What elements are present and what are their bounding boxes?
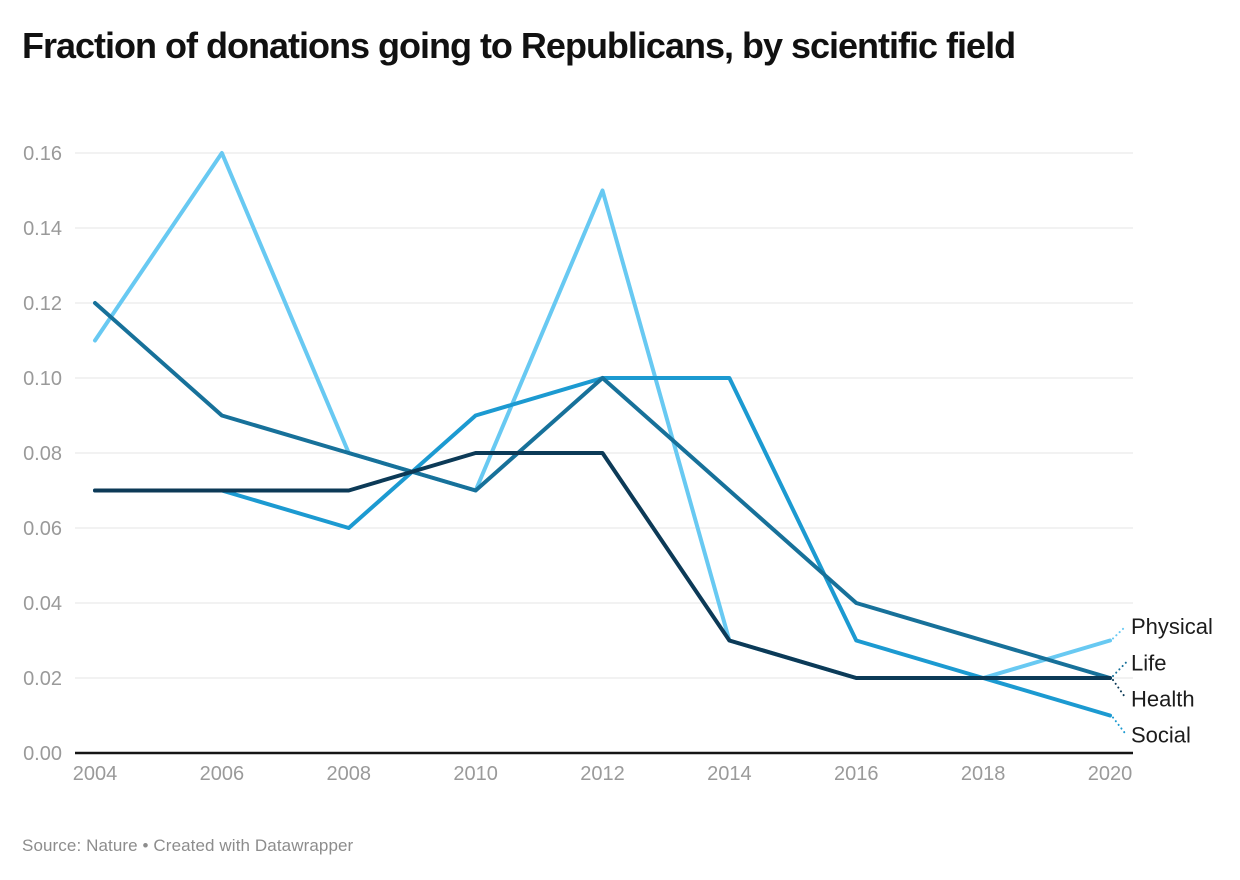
label-connector-physical <box>1112 625 1127 640</box>
y-axis-label: 0.02 <box>23 668 62 690</box>
x-axis-label: 2020 <box>1088 763 1133 785</box>
series-line-physical <box>93 151 1112 680</box>
x-axis-label: 2014 <box>707 763 752 785</box>
x-axis-label: 2018 <box>961 763 1006 785</box>
y-axis-label: 0.10 <box>23 368 62 390</box>
source-note: Source: Nature • Created with Datawrappe… <box>22 836 354 855</box>
series-line-health <box>93 451 1112 680</box>
x-axis-label: 2006 <box>200 763 245 785</box>
y-axis-label: 0.06 <box>23 518 62 540</box>
y-axis-label: 0.16 <box>23 143 62 165</box>
label-connector-life <box>1112 661 1127 677</box>
x-axis-label: 2008 <box>327 763 372 785</box>
series-line-life <box>93 301 1112 680</box>
y-axis-label: 0.00 <box>23 743 62 765</box>
label-connector-health <box>1112 679 1127 700</box>
series-label-health: Health <box>1131 687 1195 712</box>
series-label-physical: Physical <box>1131 614 1213 639</box>
y-axis-label: 0.12 <box>23 293 62 315</box>
series-label-social: Social <box>1131 723 1191 748</box>
chart-title: Fraction of donations going to Republica… <box>22 25 1016 66</box>
y-axis-label: 0.08 <box>23 443 62 465</box>
y-axis-label: 0.14 <box>23 218 62 240</box>
series-label-life: Life <box>1131 651 1166 676</box>
x-axis-label: 2010 <box>453 763 498 785</box>
label-connector-social <box>1112 716 1127 736</box>
series-line-social <box>93 376 1112 718</box>
x-axis-label: 2012 <box>580 763 625 785</box>
y-axis-label: 0.04 <box>23 593 62 615</box>
x-axis-label: 2004 <box>73 763 118 785</box>
x-axis-label: 2016 <box>834 763 879 785</box>
